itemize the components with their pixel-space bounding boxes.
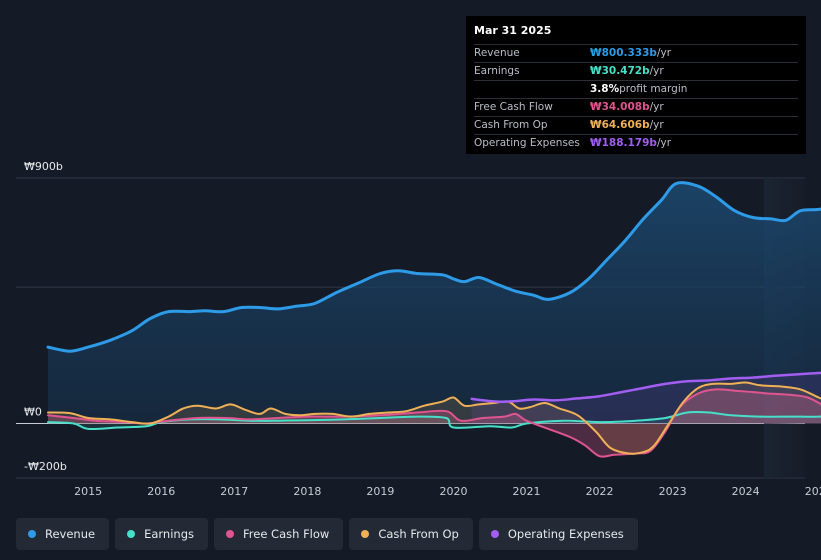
tooltip-row: Earnings ₩30.472b /yr xyxy=(474,62,798,80)
tooltip-row-label: Cash From Op xyxy=(474,119,548,131)
tooltip-row-unit: profit margin xyxy=(619,83,688,95)
tooltip-row-unit: /yr xyxy=(656,47,672,59)
y-tick-label: ₩900b xyxy=(24,160,63,173)
x-tick-label: 2016 xyxy=(147,485,175,498)
legend-label: Cash From Op xyxy=(378,527,459,541)
cash-from-op-area xyxy=(48,382,821,454)
tooltip-row-value: ₩34.008b xyxy=(590,101,650,113)
tooltip-row: Free Cash Flow ₩34.008b /yr xyxy=(474,98,798,116)
legend-dot-icon xyxy=(127,530,136,538)
legend-item-operating-expenses[interactable]: Operating Expenses xyxy=(478,518,638,550)
y-tick-label: ₩0 xyxy=(24,405,42,418)
tooltip-row-value: ₩30.472b xyxy=(590,65,650,77)
free-cash-flow-area xyxy=(48,389,821,457)
x-tick-label: 2025 xyxy=(805,485,821,498)
tooltip-date: Mar 31 2025 xyxy=(474,24,552,37)
free-cash-flow-line xyxy=(47,388,821,458)
x-tick-label: 2019 xyxy=(366,485,394,498)
financial-chart: ₩900b₩0-₩200b 2015 2016 2017 2018 2019 2020 20… xyxy=(16,160,821,498)
x-tick-label: 2020 xyxy=(439,485,467,498)
legend-dot-icon xyxy=(226,530,234,538)
tooltip-row-label: Revenue xyxy=(474,47,520,59)
tooltip-row-value: ₩800.333b xyxy=(590,47,657,59)
tooltip-row-unit: /yr xyxy=(649,65,664,77)
tooltip-row-value: 3.8% xyxy=(590,83,620,95)
earnings-area xyxy=(48,411,821,430)
tooltip-row-label: Operating Expenses xyxy=(474,137,580,149)
operating-expenses-line xyxy=(470,371,821,403)
revenue-area xyxy=(48,182,821,424)
series-lines xyxy=(46,181,821,458)
tooltip-row-unit: /yr xyxy=(656,137,672,149)
chart-legend: Revenue Earnings Free Cash Flow Cash From O… xyxy=(16,518,638,550)
legend-label: Earnings xyxy=(144,527,194,541)
tooltip-row: Revenue ₩800.333b /yr xyxy=(474,44,798,62)
legend-item-earnings[interactable]: Earnings xyxy=(115,518,208,550)
x-tick-label: 2017 xyxy=(220,485,248,498)
x-axis-labels: 2015 2016 2017 2018 2019 2020 2021 2022 2023 2024… xyxy=(74,485,821,498)
legend-item-cash-from-op[interactable]: Cash From Op xyxy=(349,518,473,550)
tooltip-row-label: Free Cash Flow xyxy=(474,101,553,113)
y-axis-labels: ₩900b ₩0 -₩200b xyxy=(24,160,67,473)
tooltip-row-label: Earnings xyxy=(474,65,520,77)
cash-from-op-line xyxy=(47,381,821,455)
tooltip-row-value: ₩64.606b xyxy=(590,119,650,131)
data-tooltip: Mar 31 2025 Revenue ₩800.333b /yr Earnings… xyxy=(466,16,806,154)
tooltip-row: Cash From Op ₩64.606b /yr xyxy=(474,116,798,134)
x-tick-label: 2015 xyxy=(74,485,102,498)
x-tick-label: 2023 xyxy=(659,485,687,498)
series-areas xyxy=(48,182,821,457)
legend-dot-icon xyxy=(361,530,370,538)
x-tick-label: 2021 xyxy=(513,485,541,498)
tooltip-row-label xyxy=(474,81,590,98)
legend-label: Operating Expenses xyxy=(507,527,624,541)
x-tick-label: 2024 xyxy=(732,485,760,498)
legend-item-free-cash-flow[interactable]: Free Cash Flow xyxy=(214,518,344,550)
tooltip-row: Operating Expenses ₩188.179b /yr xyxy=(474,134,798,152)
legend-label: Free Cash Flow xyxy=(243,527,330,541)
legend-item-revenue[interactable]: Revenue xyxy=(16,518,110,550)
tooltip-row-value: ₩188.179b xyxy=(590,137,657,149)
legend-dot-icon xyxy=(490,530,499,538)
revenue-line xyxy=(46,181,821,353)
legend-label: Revenue xyxy=(45,527,96,541)
x-tick-label: 2018 xyxy=(293,485,321,498)
y-tick-label: -₩200b xyxy=(24,460,67,473)
tooltip-rows: Revenue ₩800.333b /yr Earnings ₩30.472b /yr… xyxy=(474,44,798,152)
legend-dot-icon xyxy=(28,530,36,538)
operating-expenses-area xyxy=(471,372,821,424)
tooltip-row-unit: /yr xyxy=(649,101,664,113)
x-tick-label: 2022 xyxy=(586,485,614,498)
tooltip-row-unit: /yr xyxy=(649,119,664,131)
tooltip-row: 3.8% profit margin xyxy=(474,80,798,98)
